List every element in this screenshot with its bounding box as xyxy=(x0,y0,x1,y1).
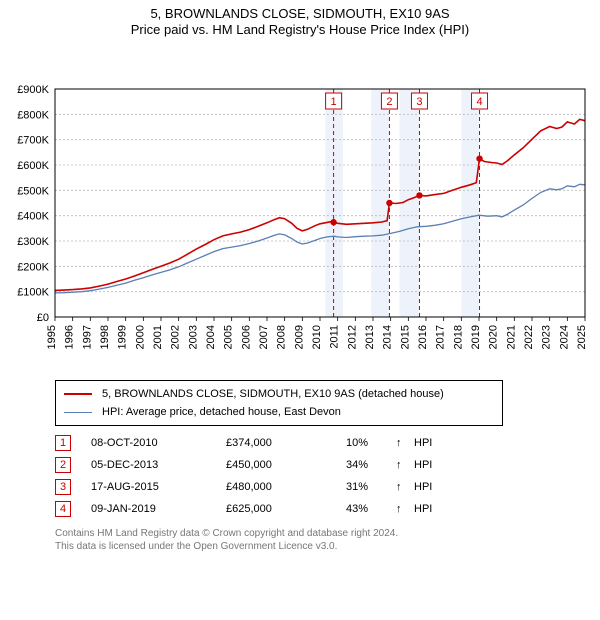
sale-hpi-tag: HPI xyxy=(414,503,454,515)
x-tick-label: 2010 xyxy=(311,325,323,349)
sale-marker-number: 3 xyxy=(416,96,422,108)
sale-marker-number: 2 xyxy=(386,96,392,108)
x-tick-label: 1999 xyxy=(117,325,129,349)
sale-pct: 34% xyxy=(346,459,396,471)
sale-price: £625,000 xyxy=(226,503,346,515)
x-tick-label: 2023 xyxy=(541,325,553,349)
sale-price: £450,000 xyxy=(226,459,346,471)
x-tick-label: 1996 xyxy=(64,325,76,349)
sale-date: 05-DEC-2013 xyxy=(91,459,226,471)
x-tick-label: 2019 xyxy=(470,325,482,349)
x-tick-label: 2008 xyxy=(276,325,288,349)
legend-swatch xyxy=(64,412,92,413)
x-tick-label: 2012 xyxy=(346,325,358,349)
sale-hpi-tag: HPI xyxy=(414,437,454,449)
sale-row: 3 17-AUG-2015£480,00031%↑HPI xyxy=(55,476,600,498)
x-tick-label: 2021 xyxy=(505,325,517,349)
sale-pct: 43% xyxy=(346,503,396,515)
sale-row: 1 08-OCT-2010£374,00010%↑HPI xyxy=(55,432,600,454)
sale-row: 2 05-DEC-2013£450,00034%↑HPI xyxy=(55,454,600,476)
series-property xyxy=(55,120,585,291)
attribution: Contains HM Land Registry data © Crown c… xyxy=(55,528,600,553)
chart-container: £0 £100K £200K £300K £400K £500K £600K £700K £80… xyxy=(0,37,600,372)
x-tick-label: 2025 xyxy=(576,325,588,349)
sale-date: 09-JAN-2019 xyxy=(91,503,226,515)
x-tick-label: 2009 xyxy=(293,325,305,349)
sale-arrow-icon: ↑ xyxy=(396,503,414,515)
sale-dot xyxy=(330,219,336,225)
x-tick-label: 2006 xyxy=(240,325,252,349)
price-vs-hpi-chart: £0 £100K £200K £300K £400K £500K £600K £700K £80… xyxy=(0,37,600,367)
y-tick-label: £600K xyxy=(17,160,49,172)
sale-band xyxy=(461,89,479,317)
x-tick-label: 2020 xyxy=(488,325,500,349)
attribution-line1: Contains HM Land Registry data © Crown c… xyxy=(55,528,600,541)
x-tick-label: 2000 xyxy=(134,325,146,349)
x-tick-label: 2002 xyxy=(170,325,182,349)
x-tick-label: 2017 xyxy=(435,325,447,349)
sale-marker-number: 4 xyxy=(476,96,482,108)
sale-pct: 31% xyxy=(346,481,396,493)
x-tick-label: 2013 xyxy=(364,325,376,349)
x-tick-label: 2011 xyxy=(329,325,341,349)
sale-badge: 3 xyxy=(55,479,71,495)
sale-dot xyxy=(476,156,482,162)
sale-badge: 1 xyxy=(55,435,71,451)
sale-arrow-icon: ↑ xyxy=(396,459,414,471)
sale-price: £374,000 xyxy=(226,437,346,449)
x-tick-label: 1995 xyxy=(46,325,58,349)
legend-label: 5, BROWNLANDS CLOSE, SIDMOUTH, EX10 9AS … xyxy=(102,388,444,400)
sale-badge: 4 xyxy=(55,501,71,517)
y-tick-label: £700K xyxy=(17,135,49,147)
y-tick-label: £800K xyxy=(17,110,49,122)
x-tick-label: 1998 xyxy=(99,325,111,349)
x-tick-label: 2004 xyxy=(205,325,217,349)
y-tick-label: £300K xyxy=(17,236,49,248)
page-title-line1: 5, BROWNLANDS CLOSE, SIDMOUTH, EX10 9AS xyxy=(0,0,600,22)
sale-badge: 2 xyxy=(55,457,71,473)
x-tick-label: 2015 xyxy=(399,325,411,349)
y-tick-label: £200K xyxy=(17,262,49,274)
legend-swatch xyxy=(64,393,92,395)
sale-dot xyxy=(416,192,422,198)
plot-border xyxy=(55,89,585,317)
y-tick-label: £100K xyxy=(17,287,49,299)
sale-band xyxy=(325,89,343,317)
sale-date: 08-OCT-2010 xyxy=(91,437,226,449)
x-tick-label: 2007 xyxy=(258,325,270,349)
sale-hpi-tag: HPI xyxy=(414,459,454,471)
page-title-line2: Price paid vs. HM Land Registry's House … xyxy=(0,22,600,38)
x-tick-label: 2003 xyxy=(187,325,199,349)
y-tick-label: £500K xyxy=(17,186,49,198)
sale-arrow-icon: ↑ xyxy=(396,481,414,493)
legend: 5, BROWNLANDS CLOSE, SIDMOUTH, EX10 9AS … xyxy=(55,380,503,426)
hpi-price-chart-page: { "title_line1": "5, BROWNLANDS CLOSE, S… xyxy=(0,0,600,620)
x-tick-label: 2005 xyxy=(223,325,235,349)
sale-marker-number: 1 xyxy=(331,96,337,108)
sale-arrow-icon: ↑ xyxy=(396,437,414,449)
x-tick-label: 2024 xyxy=(558,325,570,349)
legend-row: 5, BROWNLANDS CLOSE, SIDMOUTH, EX10 9AS … xyxy=(64,385,494,403)
x-tick-label: 1997 xyxy=(81,325,93,349)
sales-table: 108-OCT-2010£374,00010%↑HPI205-DEC-2013£… xyxy=(55,432,600,520)
sale-price: £480,000 xyxy=(226,481,346,493)
x-tick-label: 2022 xyxy=(523,325,535,349)
x-tick-label: 2014 xyxy=(382,325,394,349)
legend-row: HPI: Average price, detached house, East… xyxy=(64,403,494,421)
x-tick-label: 2001 xyxy=(152,325,164,349)
sale-pct: 10% xyxy=(346,437,396,449)
x-tick-label: 2016 xyxy=(417,325,429,349)
sale-row: 4 09-JAN-2019£625,00043%↑HPI xyxy=(55,498,600,520)
sale-hpi-tag: HPI xyxy=(414,481,454,493)
legend-label: HPI: Average price, detached house, East… xyxy=(102,406,341,418)
y-tick-label: £400K xyxy=(17,211,49,223)
sale-dot xyxy=(386,200,392,206)
y-tick-label: £0 xyxy=(37,312,49,324)
sale-date: 17-AUG-2015 xyxy=(91,481,226,493)
x-tick-label: 2018 xyxy=(452,325,464,349)
attribution-line2: This data is licensed under the Open Gov… xyxy=(55,541,600,554)
y-tick-label: £900K xyxy=(17,84,49,96)
